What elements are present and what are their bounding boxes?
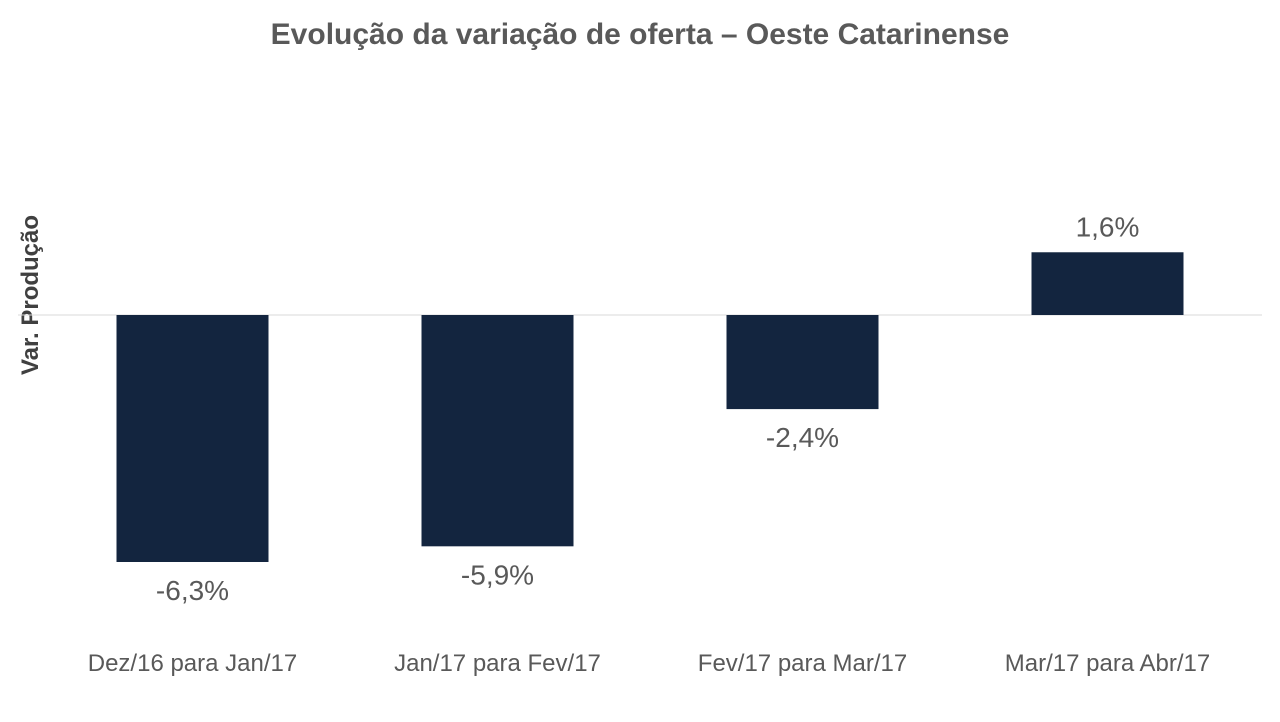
bar-4 <box>1031 252 1184 315</box>
data-label-2: -5,9% <box>461 559 534 590</box>
data-labels-group: -6,3% -5,9% -2,4% 1,6% <box>156 211 1139 606</box>
data-label-1: -6,3% <box>156 575 229 606</box>
x-tick-label-1: Dez/16 para Jan/17 <box>88 650 297 677</box>
x-axis-tick-labels: Dez/16 para Jan/17 Jan/17 para Fev/17 Fev/… <box>88 650 1210 677</box>
x-tick-label-3: Fev/17 para Mar/17 <box>698 650 907 677</box>
data-label-4: 1,6% <box>1076 211 1140 242</box>
data-label-3: -2,4% <box>766 422 839 453</box>
bar-2 <box>421 315 574 547</box>
x-tick-label-4: Mar/17 para Abr/17 <box>1005 650 1210 677</box>
bar-3 <box>726 315 879 410</box>
y-axis-title: Var. Produção <box>17 215 44 375</box>
x-tick-label-2: Jan/17 para Fev/17 <box>394 650 601 677</box>
chart-title: Evolução da variação de oferta – Oeste C… <box>271 18 1010 51</box>
bars-group <box>116 252 1184 562</box>
bar-1 <box>116 315 269 562</box>
